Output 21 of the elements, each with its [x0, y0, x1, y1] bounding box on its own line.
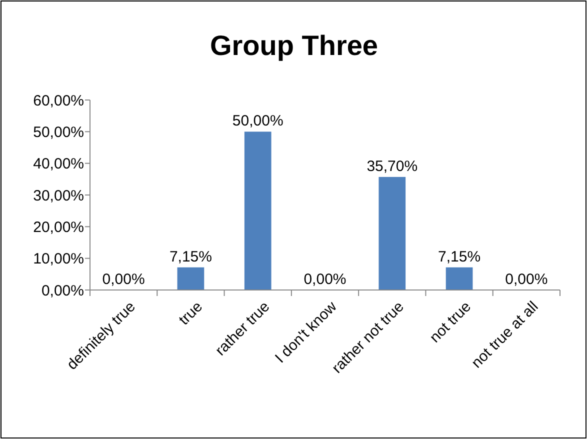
y-tick-label: 10,00% [33, 250, 84, 268]
bar [446, 267, 473, 290]
bar [244, 132, 272, 290]
data-label: 7,15% [169, 248, 212, 266]
data-label: 0,00% [505, 271, 548, 288]
chart-title: Group Three [210, 30, 378, 61]
data-label: 0,00% [304, 271, 346, 288]
bar [378, 176, 406, 290]
y-tick-label: 20,00% [33, 218, 84, 236]
data-label: 0,00% [102, 271, 145, 288]
y-tick-label: 60,00% [33, 92, 84, 110]
data-label: 50,00% [232, 112, 284, 130]
y-tick-label: 0,00% [41, 282, 84, 300]
y-tick-label: 30,00% [33, 187, 84, 204]
data-label: 7,15% [438, 248, 481, 266]
y-tick-label: 40,00% [33, 156, 84, 173]
x-tick-label: true [176, 298, 206, 329]
x-tick-label: not true [426, 298, 475, 346]
data-label: 35,70% [366, 158, 418, 175]
y-tick-label: 50,00% [33, 124, 84, 141]
bar [177, 267, 204, 290]
